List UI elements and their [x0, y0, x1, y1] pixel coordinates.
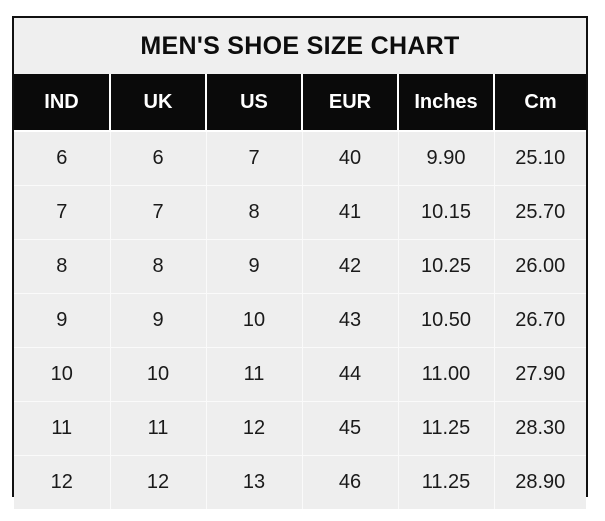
page-title: MEN'S SHOE SIZE CHART [140, 31, 460, 60]
column-header-eur: EUR [302, 74, 399, 132]
cell-eur: 42 [302, 239, 399, 294]
cell-us: 7 [206, 131, 303, 186]
column-header-inches: Inches [398, 74, 495, 132]
cell-uk: 9 [110, 293, 207, 348]
chart-title-band: MEN'S SHOE SIZE CHART [14, 18, 586, 74]
cell-ind: 8 [14, 239, 111, 294]
table-row: 11 11 12 45 11.25 28.30 [14, 401, 586, 456]
cell-cm: 26.70 [494, 293, 586, 348]
table-row: 9 9 10 43 10.50 26.70 [14, 293, 586, 348]
cell-cm: 28.90 [494, 455, 586, 509]
table-row: 10 10 11 44 11.00 27.90 [14, 347, 586, 402]
cell-us: 11 [206, 347, 303, 402]
column-header-us: US [206, 74, 303, 132]
table-row: 12 12 13 46 11.25 28.90 [14, 455, 586, 509]
cell-inches: 10.50 [398, 293, 495, 348]
cell-ind: 7 [14, 185, 111, 240]
cell-eur: 45 [302, 401, 399, 456]
cell-us: 10 [206, 293, 303, 348]
cell-inches: 11.00 [398, 347, 495, 402]
cell-cm: 28.30 [494, 401, 586, 456]
size-chart-container: MEN'S SHOE SIZE CHART IND UK US EUR Inches Cm… [12, 16, 588, 509]
cell-uk: 6 [110, 131, 207, 186]
cell-inches: 9.90 [398, 131, 495, 186]
cell-inches: 10.15 [398, 185, 495, 240]
cell-inches: 11.25 [398, 401, 495, 456]
cell-us: 13 [206, 455, 303, 509]
cell-cm: 27.90 [494, 347, 586, 402]
table-row: 8 8 9 42 10.25 26.00 [14, 239, 586, 294]
table-header: IND UK US EUR Inches Cm [14, 74, 586, 132]
cell-ind: 9 [14, 293, 111, 348]
cell-inches: 11.25 [398, 455, 495, 509]
cell-us: 12 [206, 401, 303, 456]
cell-eur: 44 [302, 347, 399, 402]
cell-us: 8 [206, 185, 303, 240]
shoe-size-table: IND UK US EUR Inches Cm 6 6 7 40 9.90 25.10 7 7 8 41 10… [14, 74, 586, 509]
table-row: 6 6 7 40 9.90 25.10 [14, 131, 586, 186]
column-header-cm: Cm [494, 74, 586, 132]
cell-cm: 25.70 [494, 185, 586, 240]
cell-eur: 43 [302, 293, 399, 348]
table-header-row: IND UK US EUR Inches Cm [14, 74, 586, 132]
cell-uk: 7 [110, 185, 207, 240]
cell-uk: 8 [110, 239, 207, 294]
cell-uk: 10 [110, 347, 207, 402]
table-body: 6 6 7 40 9.90 25.10 7 7 8 41 10.15 25.70 8 8 9 42 10.25 2… [14, 131, 586, 509]
column-header-uk: UK [110, 74, 207, 132]
cell-us: 9 [206, 239, 303, 294]
cell-cm: 25.10 [494, 131, 586, 186]
cell-ind: 10 [14, 347, 111, 402]
cell-eur: 40 [302, 131, 399, 186]
table-row: 7 7 8 41 10.15 25.70 [14, 185, 586, 240]
cell-inches: 10.25 [398, 239, 495, 294]
column-header-ind: IND [14, 74, 111, 132]
cell-ind: 6 [14, 131, 111, 186]
cell-eur: 41 [302, 185, 399, 240]
cell-ind: 11 [14, 401, 111, 456]
cell-uk: 12 [110, 455, 207, 509]
cell-cm: 26.00 [494, 239, 586, 294]
cell-eur: 46 [302, 455, 399, 509]
cell-ind: 12 [14, 455, 111, 509]
cell-uk: 11 [110, 401, 207, 456]
